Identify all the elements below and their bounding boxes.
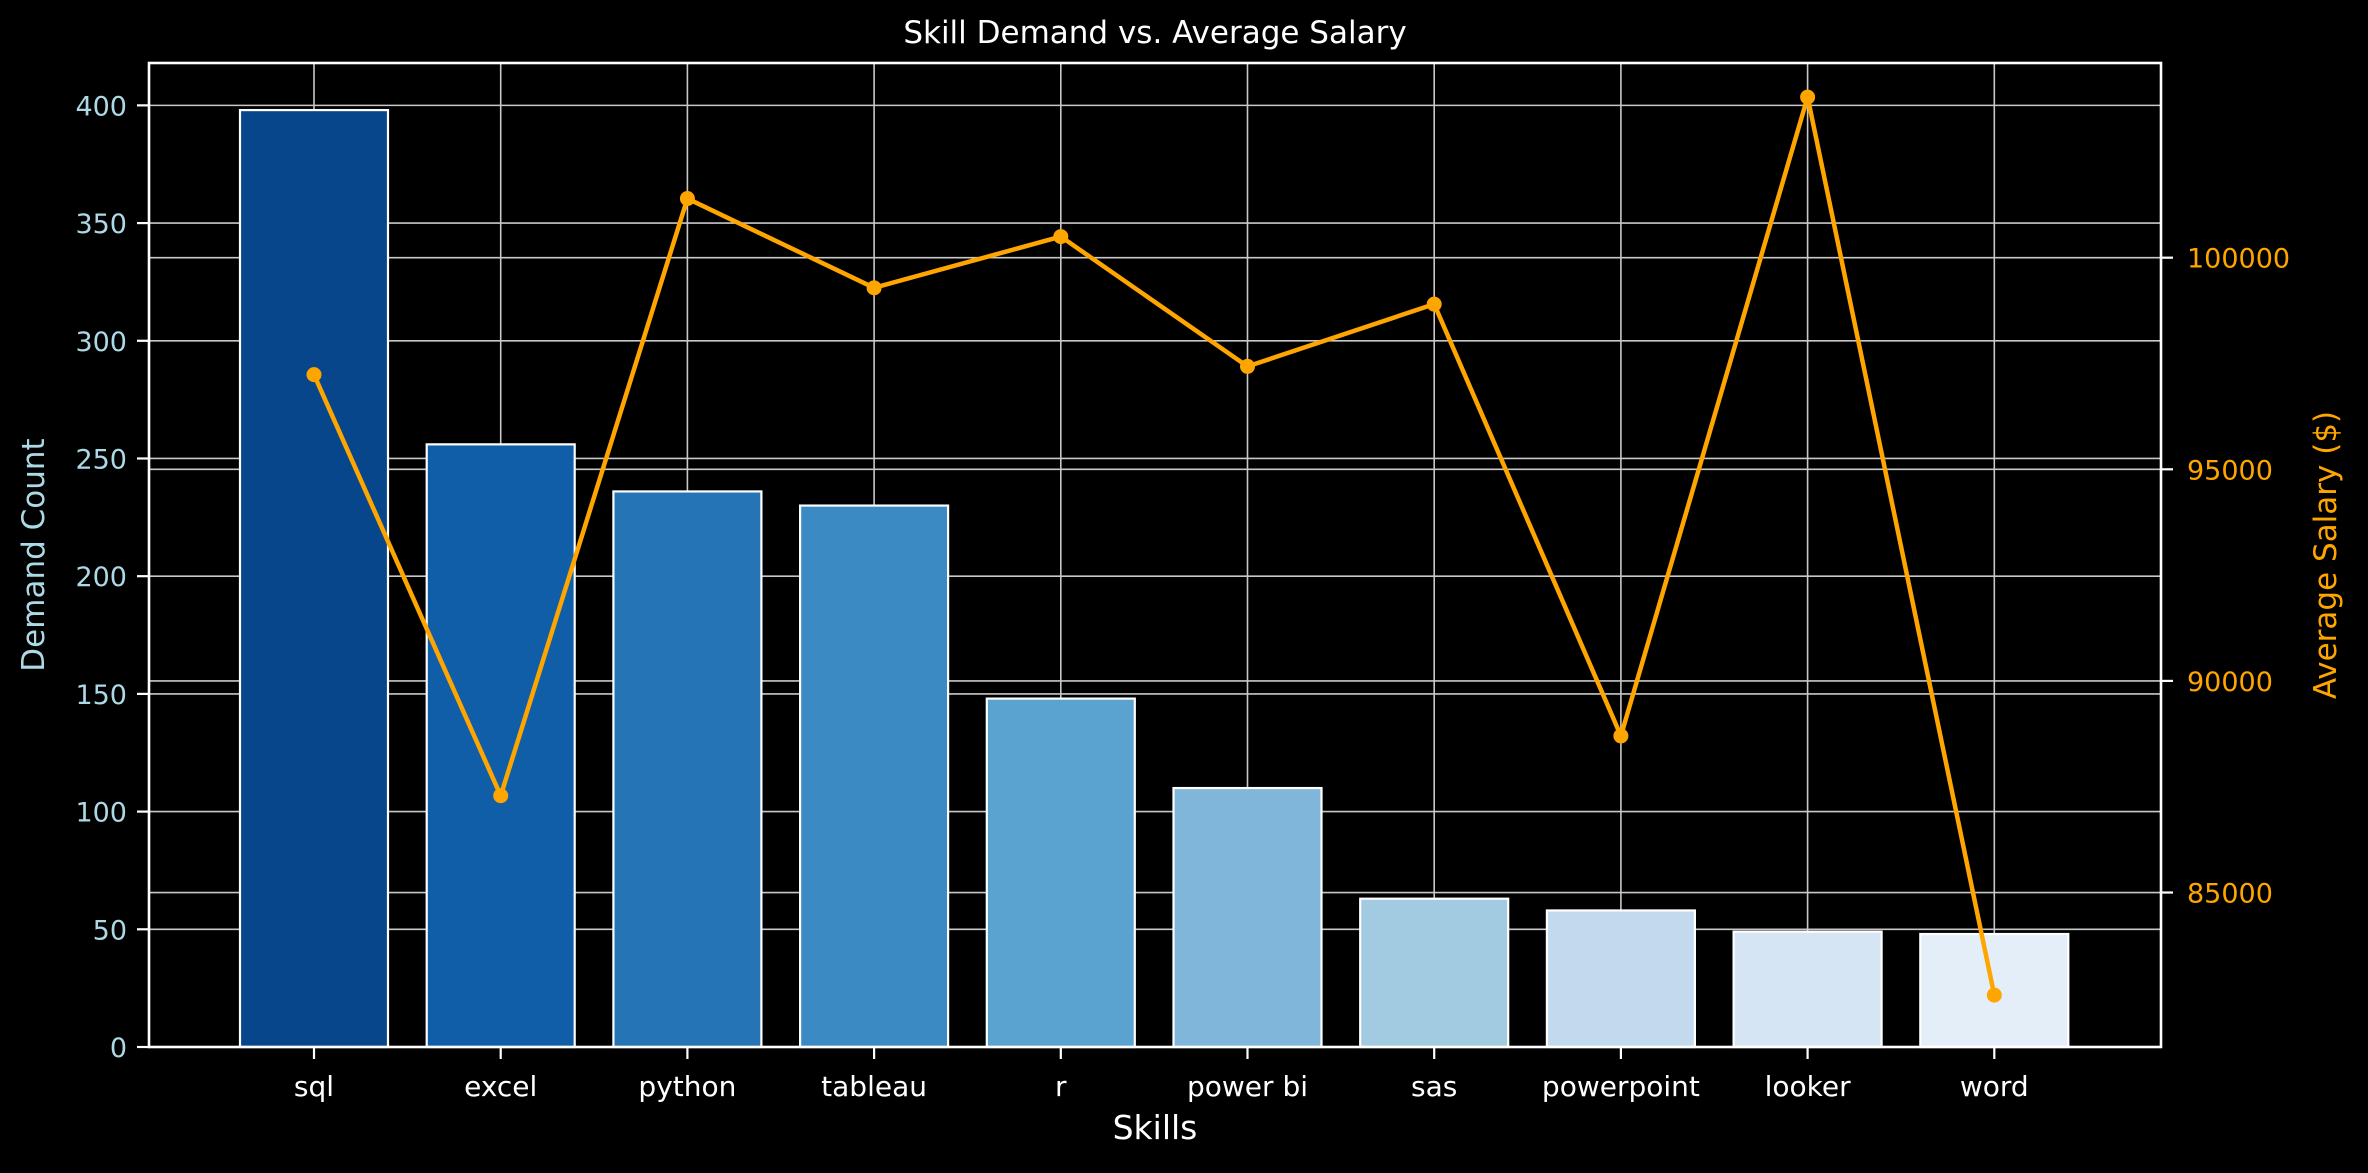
y2-axis-label: Average Salary ($) <box>2308 411 2344 699</box>
x-tick-label: power bi <box>1187 1070 1308 1103</box>
salary-point <box>866 280 882 296</box>
axis-layer: 0 50 100 150 200 250 300 350 400 85000 90000 95000 1… <box>75 91 2290 1103</box>
y2-tick-label: 100000 <box>2187 244 2290 275</box>
plot-frame <box>147 61 2163 1049</box>
salary-line <box>311 94 1997 996</box>
x-tick-label: r <box>1055 1070 1067 1103</box>
x-tick-label: sql <box>294 1070 334 1103</box>
y2-tick-label: 85000 <box>2187 879 2273 910</box>
x-tick-label: excel <box>464 1070 537 1103</box>
salary-point <box>1613 728 1629 744</box>
salary-point <box>1426 296 1442 312</box>
bar <box>1732 930 1883 1049</box>
bar <box>985 697 1136 1049</box>
y-tick-label: 150 <box>75 680 127 711</box>
x-tick-label: word <box>1960 1070 2029 1103</box>
bar <box>612 490 763 1049</box>
salary-point <box>1800 89 1816 105</box>
x-axis-label: Skills <box>1113 1108 1198 1147</box>
bar <box>798 504 950 1049</box>
chart-title: Skill Demand vs. Average Salary <box>903 15 1406 51</box>
salary-point <box>1240 358 1255 374</box>
salary-point <box>1986 987 2002 1003</box>
salary-point <box>1053 229 1069 245</box>
y2-tick-label: 90000 <box>2187 667 2273 698</box>
y-tick-label: 400 <box>75 91 127 122</box>
plot-border <box>147 61 2163 1049</box>
y-tick-label: 50 <box>93 915 127 946</box>
bar-layer <box>238 108 2070 1049</box>
y-axis-label: Demand Count <box>16 438 52 671</box>
x-tick-label: looker <box>1765 1070 1851 1103</box>
bar <box>1545 909 1697 1049</box>
y-tick-label: 250 <box>75 444 127 475</box>
salary-line-layer <box>306 89 2002 1003</box>
bar <box>1359 897 1510 1049</box>
y2-tick-label: 95000 <box>2187 455 2273 486</box>
x-tick-label: powerpoint <box>1542 1070 1700 1103</box>
bar <box>1172 786 1323 1049</box>
y-tick-label: 300 <box>75 327 127 358</box>
y-tick-label: 100 <box>75 798 127 829</box>
y-tick-label: 200 <box>75 562 127 593</box>
salary-point <box>493 788 509 804</box>
bar <box>238 108 390 1049</box>
y-tick-label: 350 <box>75 209 127 240</box>
bar <box>425 443 576 1049</box>
salary-point <box>306 367 322 383</box>
x-tick-label: python <box>638 1070 736 1103</box>
y-tick-label: 0 <box>110 1033 127 1064</box>
salary-point <box>679 191 695 207</box>
x-tick-label: tableau <box>821 1070 927 1103</box>
x-tick-label: sas <box>1411 1070 1457 1103</box>
